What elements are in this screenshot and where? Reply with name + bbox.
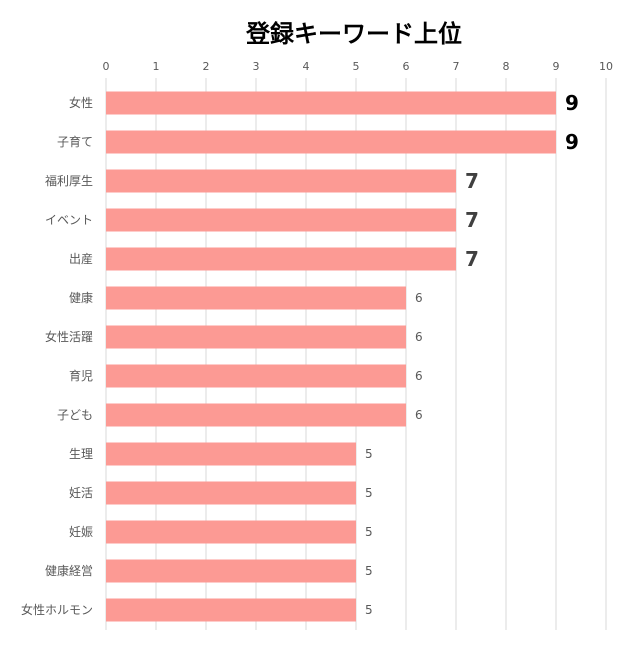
data-label: 5 <box>365 486 373 500</box>
data-label: 5 <box>365 564 373 578</box>
bar <box>106 169 456 193</box>
data-label: 6 <box>415 369 423 383</box>
x-tick-label: 5 <box>353 60 360 73</box>
bar <box>106 208 456 232</box>
x-tick-label: 3 <box>253 60 260 73</box>
data-label: 7 <box>465 169 479 193</box>
category-label: 生理 <box>69 447 93 461</box>
data-label: 5 <box>365 447 373 461</box>
x-tick-label: 2 <box>203 60 210 73</box>
data-label: 9 <box>565 130 579 154</box>
bar <box>106 286 406 310</box>
category-label: 子ども <box>57 408 93 422</box>
category-label: 妊娠 <box>69 525 93 539</box>
bar <box>106 325 406 349</box>
x-tick-label: 9 <box>553 60 560 73</box>
data-label: 7 <box>465 208 479 232</box>
data-labels: 9 9 7 7 7 6 6 6 6 5 5 5 5 5 <box>365 91 579 617</box>
bar <box>106 130 556 154</box>
category-label: 女性活躍 <box>45 329 93 344</box>
data-label: 6 <box>415 291 423 305</box>
x-tick-label: 10 <box>599 60 613 73</box>
bar <box>106 520 356 544</box>
x-axis-tick-labels: 0 1 2 3 4 5 6 7 8 9 10 <box>103 60 614 73</box>
bar <box>106 598 356 622</box>
x-tick-label: 1 <box>153 60 160 73</box>
category-label: 女性ホルモン <box>21 602 93 617</box>
bar <box>106 442 356 466</box>
data-label: 7 <box>465 247 479 271</box>
category-label: 子育て <box>57 134 93 149</box>
category-label: 健康経営 <box>45 563 93 578</box>
data-label: 6 <box>415 330 423 344</box>
data-label: 5 <box>365 603 373 617</box>
category-label: 出産 <box>69 251 93 266</box>
category-label: 妊活 <box>69 486 93 500</box>
bar <box>106 481 356 505</box>
category-label: 福利厚生 <box>45 173 93 188</box>
data-label: 9 <box>565 91 579 115</box>
x-tick-label: 8 <box>503 60 510 73</box>
x-tick-label: 4 <box>303 60 310 73</box>
bars <box>106 91 556 622</box>
category-label: イベント <box>45 213 93 227</box>
bar <box>106 403 406 427</box>
x-tick-label: 7 <box>453 60 460 73</box>
grid-lines <box>105 78 607 630</box>
bar <box>106 559 356 583</box>
category-label: 健康 <box>69 290 93 305</box>
bar <box>106 91 556 115</box>
data-label: 5 <box>365 525 373 539</box>
bar <box>106 364 406 388</box>
category-label: 育児 <box>69 368 93 383</box>
x-tick-label: 6 <box>403 60 410 73</box>
x-tick-label: 0 <box>103 60 110 73</box>
chart-title: 登録キーワード上位 <box>245 20 462 48</box>
category-label: 女性 <box>69 95 93 110</box>
category-labels: 女性子育て福利厚生イベント出産健康女性活躍育児子ども生理妊活妊娠健康経営女性ホル… <box>21 95 93 617</box>
bar <box>106 247 456 271</box>
data-label: 6 <box>415 408 423 422</box>
